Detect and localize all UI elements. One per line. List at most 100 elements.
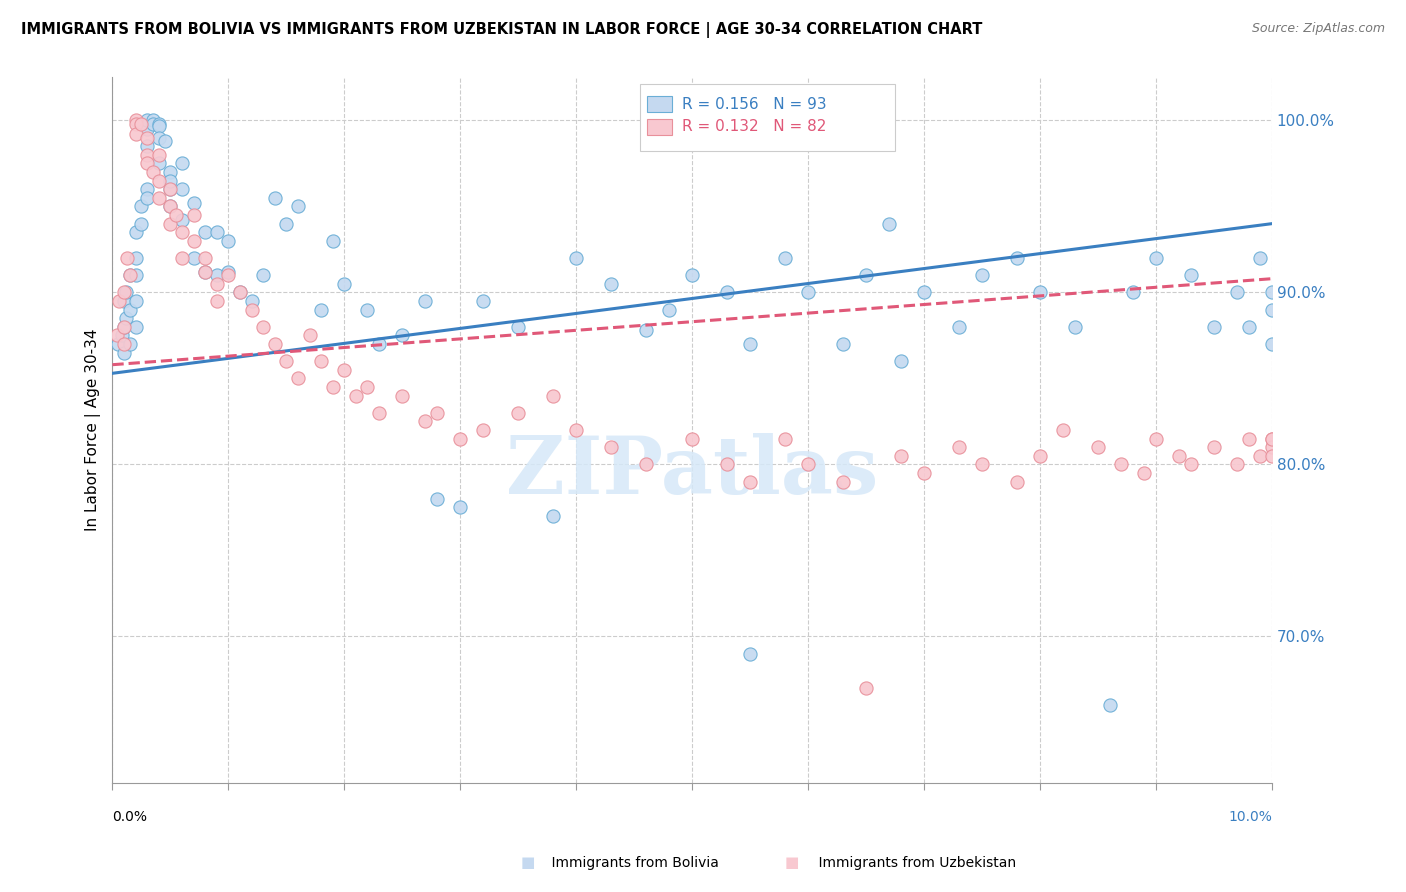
Point: [205, 294, 228, 309]
Text: 10.0%: 10.0%: [1227, 811, 1272, 824]
Point: [773, 251, 796, 265]
Point: [170, 213, 193, 227]
Point: [658, 302, 681, 317]
Point: [107, 337, 129, 351]
Point: [112, 337, 135, 351]
Point: [356, 380, 378, 394]
Point: [117, 251, 139, 265]
Point: [681, 268, 703, 283]
Point: [263, 337, 285, 351]
Point: [333, 277, 356, 291]
Point: [565, 251, 588, 265]
Point: [322, 234, 344, 248]
Point: [194, 251, 217, 265]
Point: [263, 191, 285, 205]
Point: [1144, 251, 1167, 265]
Point: [124, 225, 146, 239]
Point: [1226, 458, 1249, 472]
Point: [890, 449, 912, 463]
Point: [287, 371, 309, 385]
Point: [115, 285, 138, 300]
Point: [426, 491, 449, 506]
Point: [108, 294, 131, 309]
Point: [309, 302, 332, 317]
Point: [148, 117, 170, 131]
Point: [136, 122, 159, 136]
Point: [472, 294, 495, 309]
Point: [1249, 251, 1271, 265]
Point: [131, 217, 153, 231]
Point: [541, 389, 564, 403]
Point: [111, 328, 134, 343]
Point: [600, 440, 623, 454]
Point: [183, 234, 205, 248]
Point: [912, 285, 935, 300]
Point: [205, 225, 228, 239]
Point: [600, 277, 623, 291]
Point: [148, 148, 170, 162]
Point: [716, 285, 738, 300]
Point: [229, 285, 252, 300]
Point: [170, 182, 193, 196]
Point: [170, 251, 193, 265]
Point: [1261, 337, 1284, 351]
Point: [1226, 285, 1249, 300]
Point: [142, 165, 165, 179]
Point: [217, 265, 239, 279]
Point: [153, 134, 176, 148]
Text: Immigrants from Uzbekistan: Immigrants from Uzbekistan: [801, 856, 1017, 870]
Point: [240, 302, 263, 317]
Point: [148, 191, 170, 205]
Point: [426, 406, 449, 420]
Point: [112, 294, 135, 309]
Point: [112, 345, 135, 359]
Point: [1202, 319, 1225, 334]
Point: [276, 354, 298, 368]
Point: [118, 268, 141, 283]
Point: [634, 458, 657, 472]
Point: [970, 268, 993, 283]
Point: [1029, 285, 1052, 300]
Point: [1261, 285, 1284, 300]
Point: [716, 458, 738, 472]
Point: [252, 268, 274, 283]
Point: [205, 277, 228, 291]
Point: [449, 432, 471, 446]
Point: [170, 156, 193, 170]
Point: [194, 265, 217, 279]
Point: [1133, 466, 1156, 480]
Point: [1261, 432, 1284, 446]
Point: [229, 285, 252, 300]
Point: [148, 156, 170, 170]
Point: [165, 208, 187, 222]
Point: [309, 354, 332, 368]
Point: [508, 319, 530, 334]
Point: [124, 251, 146, 265]
Point: [740, 475, 762, 489]
Point: [508, 406, 530, 420]
Point: [159, 182, 181, 196]
Point: [170, 225, 193, 239]
Point: [1180, 458, 1202, 472]
Point: [333, 363, 356, 377]
Point: [118, 302, 141, 317]
FancyBboxPatch shape: [640, 85, 896, 152]
Point: [890, 354, 912, 368]
Text: IMMIGRANTS FROM BOLIVIA VS IMMIGRANTS FROM UZBEKISTAN IN LABOR FORCE | AGE 30-34: IMMIGRANTS FROM BOLIVIA VS IMMIGRANTS FR…: [21, 22, 983, 38]
Point: [1261, 302, 1284, 317]
Point: [565, 423, 588, 437]
FancyBboxPatch shape: [647, 119, 672, 135]
Point: [356, 302, 378, 317]
Point: [183, 196, 205, 211]
Point: [131, 117, 153, 131]
Point: [797, 458, 820, 472]
Point: [1261, 432, 1284, 446]
Point: [148, 119, 170, 133]
Point: [148, 130, 170, 145]
Point: [797, 285, 820, 300]
Text: R = 0.156   N = 93: R = 0.156 N = 93: [682, 96, 827, 112]
Point: [136, 139, 159, 153]
Point: [541, 509, 564, 524]
Point: [159, 199, 181, 213]
Point: [948, 319, 970, 334]
